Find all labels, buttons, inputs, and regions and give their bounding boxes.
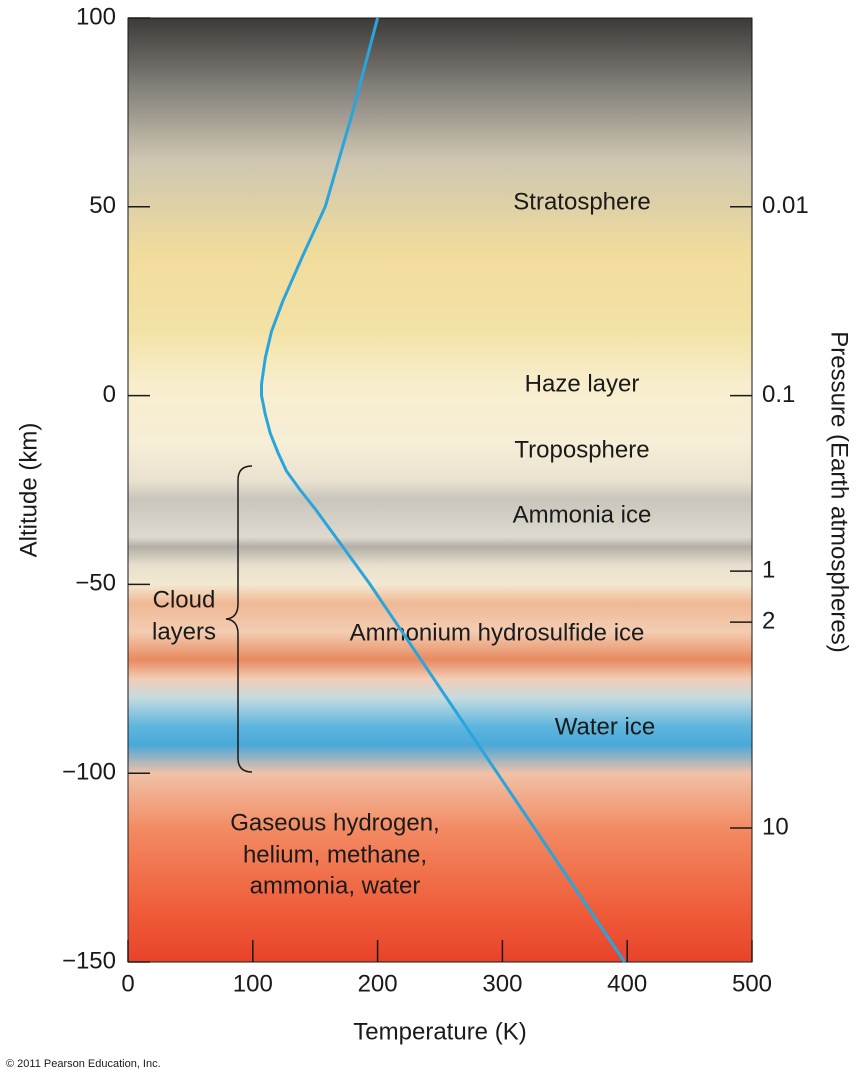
temperature-curve xyxy=(260,17,626,963)
gas-label: helium, methane, xyxy=(243,841,427,868)
y2-tick-label: 1 xyxy=(762,557,775,584)
layer-label: Ammonia ice xyxy=(513,501,652,528)
y2-tick-label: 0.01 xyxy=(762,192,809,219)
y-tick-label: −150 xyxy=(62,947,116,974)
plot-frame xyxy=(127,17,753,963)
x-tick-label: 400 xyxy=(607,970,647,997)
layer-label: Stratosphere xyxy=(513,188,650,215)
atmosphere-background xyxy=(128,18,752,962)
x-tick-label: 100 xyxy=(233,970,273,997)
gas-label: ammonia, water xyxy=(250,872,421,899)
layer-label: Water ice xyxy=(555,713,655,740)
layer-label: Troposphere xyxy=(514,436,649,463)
y-tick-label: 100 xyxy=(76,3,116,30)
y-axis-title: Altitude (km) xyxy=(15,423,42,558)
layer-label: Haze layer xyxy=(525,370,640,397)
credit: © 2011 Pearson Education, Inc. xyxy=(6,1058,161,1070)
y2-tick-label: 2 xyxy=(762,608,775,635)
layer-label: Ammonium hydrosulfide ice xyxy=(350,619,645,646)
x-tick-label: 0 xyxy=(121,970,134,997)
y-tick-label: −100 xyxy=(62,759,116,786)
x-tick-label: 500 xyxy=(732,970,772,997)
cloud-label: Cloud xyxy=(153,586,216,613)
cloud-label: layers xyxy=(152,618,216,645)
cloud-brace xyxy=(225,465,253,773)
y2-tick-label: 0.1 xyxy=(762,381,795,408)
x-tick-label: 200 xyxy=(358,970,398,997)
y-tick-label: 0 xyxy=(103,381,116,408)
y2-axis-title: Pressure (Earth atmospheres) xyxy=(826,331,853,652)
gas-label: Gaseous hydrogen, xyxy=(230,809,439,836)
x-tick-label: 300 xyxy=(482,970,522,997)
y-tick-label: −50 xyxy=(75,570,116,597)
y2-tick-label: 10 xyxy=(762,813,789,840)
x-axis-title: Temperature (K) xyxy=(353,1018,526,1045)
y-tick-label: 50 xyxy=(89,192,116,219)
